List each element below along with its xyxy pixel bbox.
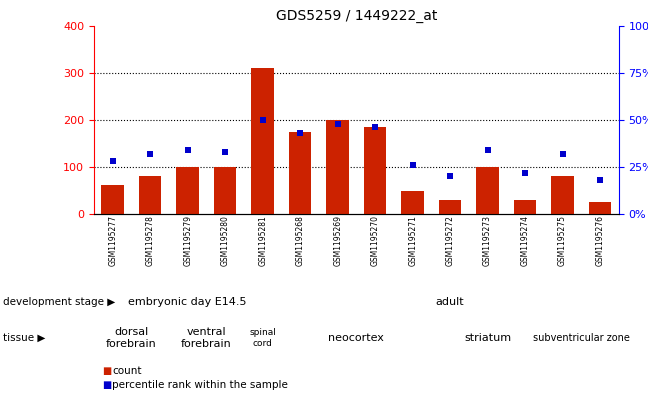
Point [183,147,193,153]
Text: GSM1195274: GSM1195274 [520,215,529,266]
Bar [589,202,611,214]
Text: count: count [112,366,142,376]
Bar [514,200,537,214]
Text: ventral
forebrain: ventral forebrain [181,327,232,349]
Point [445,173,456,180]
Text: GSM1195278: GSM1195278 [146,215,155,266]
Point [408,162,418,168]
Text: GSM1195277: GSM1195277 [108,215,117,266]
Text: GSM1195270: GSM1195270 [371,215,380,266]
Text: GSM1195280: GSM1195280 [221,215,229,266]
Text: ■: ■ [102,366,111,376]
Title: GDS5259 / 1449222_at: GDS5259 / 1449222_at [275,9,437,23]
Text: ■: ■ [102,380,111,390]
Bar [214,167,237,214]
Point [257,117,268,123]
Bar [364,127,386,214]
Bar [439,200,461,214]
Point [595,177,605,184]
Text: GSM1195271: GSM1195271 [408,215,417,266]
Bar [401,191,424,214]
Text: dorsal
forebrain: dorsal forebrain [106,327,157,349]
Text: GSM1195273: GSM1195273 [483,215,492,266]
Text: tissue ▶: tissue ▶ [3,333,45,343]
Point [557,151,568,157]
Text: GSM1195275: GSM1195275 [558,215,567,266]
Point [332,121,343,127]
Text: GSM1195279: GSM1195279 [183,215,192,266]
Bar [327,120,349,214]
Text: striatum: striatum [464,333,511,343]
Text: spinal
cord: spinal cord [249,328,276,348]
Point [370,124,380,130]
Text: GSM1195272: GSM1195272 [446,215,455,266]
Point [220,149,230,155]
Point [520,169,530,176]
Text: GSM1195269: GSM1195269 [333,215,342,266]
Bar [551,176,574,214]
Point [145,151,156,157]
Text: neocortex: neocortex [329,333,384,343]
Bar [289,132,312,214]
Text: percentile rank within the sample: percentile rank within the sample [112,380,288,390]
Bar [176,167,199,214]
Text: embryonic day E14.5: embryonic day E14.5 [128,297,247,307]
Text: GSM1195276: GSM1195276 [596,215,605,266]
Bar [102,185,124,214]
Bar [139,176,161,214]
Point [482,147,492,153]
Point [108,158,118,165]
Text: development stage ▶: development stage ▶ [3,297,115,307]
Text: GSM1195281: GSM1195281 [258,215,267,266]
Point [295,130,305,136]
Bar [476,167,499,214]
Text: subventricular zone: subventricular zone [533,333,630,343]
Text: GSM1195268: GSM1195268 [295,215,305,266]
Bar [251,68,274,214]
Text: adult: adult [436,297,465,307]
